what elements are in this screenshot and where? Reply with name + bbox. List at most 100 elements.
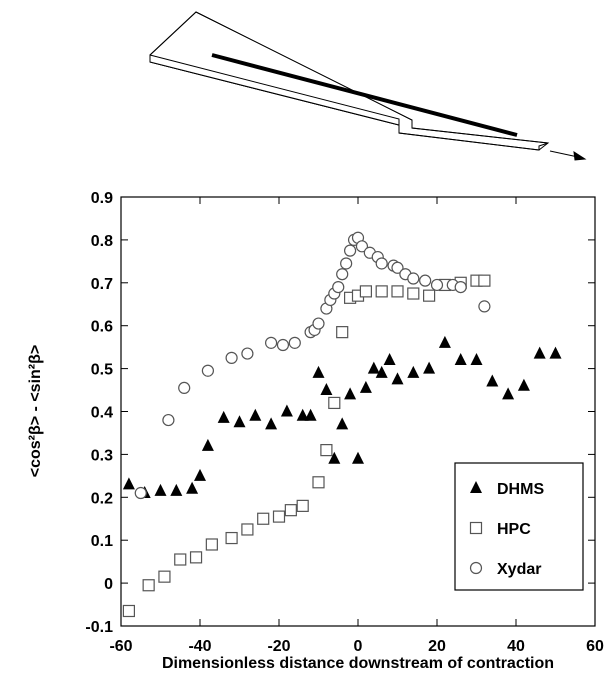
triangle-marker <box>249 408 262 421</box>
square-marker <box>328 396 341 410</box>
triangle-marker <box>328 451 341 464</box>
x-tick-label: -40 <box>188 638 211 655</box>
plate-side <box>149 54 400 126</box>
plate-edge <box>149 11 549 144</box>
square-marker <box>359 285 372 298</box>
legend: DHMS HPC Xydar <box>454 462 584 591</box>
square-marker <box>205 538 218 551</box>
triangle-marker <box>502 387 515 400</box>
triangle-marker <box>194 468 206 481</box>
square-marker <box>142 579 155 592</box>
circle-marker <box>312 317 325 330</box>
triangle-marker <box>454 353 467 366</box>
triangle-marker <box>352 451 364 464</box>
triangle-marker <box>336 417 349 430</box>
circle-marker <box>241 347 254 360</box>
triangle-marker <box>407 365 420 378</box>
y-tick-label: 0.1 <box>91 533 113 550</box>
y-tick-label: 0 <box>104 576 113 593</box>
circle-marker <box>430 278 444 292</box>
y-tick-label: -0.1 <box>85 619 113 636</box>
square-marker <box>478 274 491 287</box>
y-tick-label: 0.6 <box>91 319 113 336</box>
circle-marker <box>469 561 483 575</box>
square-marker <box>158 570 171 583</box>
x-tick-label: 40 <box>507 638 525 655</box>
triangle-marker <box>265 417 278 430</box>
circle-marker <box>332 280 345 294</box>
square-marker <box>312 476 325 489</box>
flow-arrow <box>549 150 579 158</box>
square-marker <box>225 531 238 545</box>
circle-marker <box>201 364 214 377</box>
circle-marker <box>265 336 278 349</box>
triangle-marker <box>549 346 562 359</box>
y-tick-label: 0.7 <box>91 276 113 293</box>
square-marker <box>375 285 388 298</box>
square-marker <box>272 510 286 523</box>
circle-marker <box>178 381 191 395</box>
arrow-head <box>573 151 587 161</box>
triangle-marker <box>320 383 333 396</box>
triangle-marker <box>312 365 325 378</box>
legend-label: HPC <box>497 521 531 538</box>
triangle-marker <box>186 481 199 494</box>
triangle-marker <box>296 408 309 421</box>
triangle-marker <box>233 415 246 428</box>
circle-marker <box>419 274 432 287</box>
fiber-line <box>211 53 518 137</box>
x-tick-label: -60 <box>109 638 132 655</box>
square-marker <box>423 289 436 302</box>
series <box>134 231 491 500</box>
square-marker <box>407 287 420 300</box>
circle-marker <box>375 257 388 270</box>
circle-marker <box>276 338 290 352</box>
y-tick-label: 0.5 <box>91 362 113 379</box>
square-marker <box>469 521 483 535</box>
legend-label: Xydar <box>497 561 541 578</box>
triangle-marker <box>533 346 546 359</box>
y-tick-label: 0.8 <box>91 233 113 250</box>
triangle-marker <box>201 438 214 451</box>
square-marker <box>241 523 254 536</box>
triangle-marker <box>470 353 483 366</box>
triangle-marker <box>280 404 293 417</box>
triangle-marker <box>344 387 357 400</box>
y-tick-label: 0.2 <box>91 490 113 507</box>
square-marker <box>174 553 187 566</box>
x-tick-label: 20 <box>428 638 446 655</box>
circle-marker <box>288 336 301 349</box>
y-tick-label: 0.4 <box>91 405 113 422</box>
y-tick-label: 0.3 <box>91 447 113 464</box>
triangle-marker <box>154 483 167 496</box>
triangle-marker <box>122 477 135 490</box>
triangle-marker <box>359 380 372 393</box>
circle-marker <box>340 257 353 270</box>
triangle-marker <box>470 481 482 493</box>
legend-label: DHMS <box>497 481 544 498</box>
circle-marker <box>391 261 404 274</box>
circle-marker <box>336 268 349 281</box>
triangle-marker <box>423 361 436 374</box>
x-tick-label: -20 <box>267 638 290 655</box>
triangle-marker <box>170 483 183 496</box>
triangle-marker <box>486 374 499 387</box>
square-marker <box>122 604 136 618</box>
x-axis-label: Dimensionless distance downstream of con… <box>162 655 554 672</box>
series <box>122 274 491 618</box>
triangle-marker <box>383 353 396 366</box>
triangle-marker <box>438 335 451 348</box>
triangle-marker <box>375 365 388 378</box>
x-tick-label: 60 <box>586 638 604 655</box>
circle-marker <box>454 280 467 294</box>
triangle-marker <box>517 378 530 391</box>
circle-marker <box>355 240 369 253</box>
circle-marker <box>162 413 175 427</box>
triangle-marker <box>391 372 404 385</box>
circle-marker <box>225 351 238 364</box>
square-marker <box>336 326 349 339</box>
circle-marker <box>134 486 147 500</box>
triangle-marker <box>304 408 317 421</box>
triangle-marker <box>217 410 230 423</box>
